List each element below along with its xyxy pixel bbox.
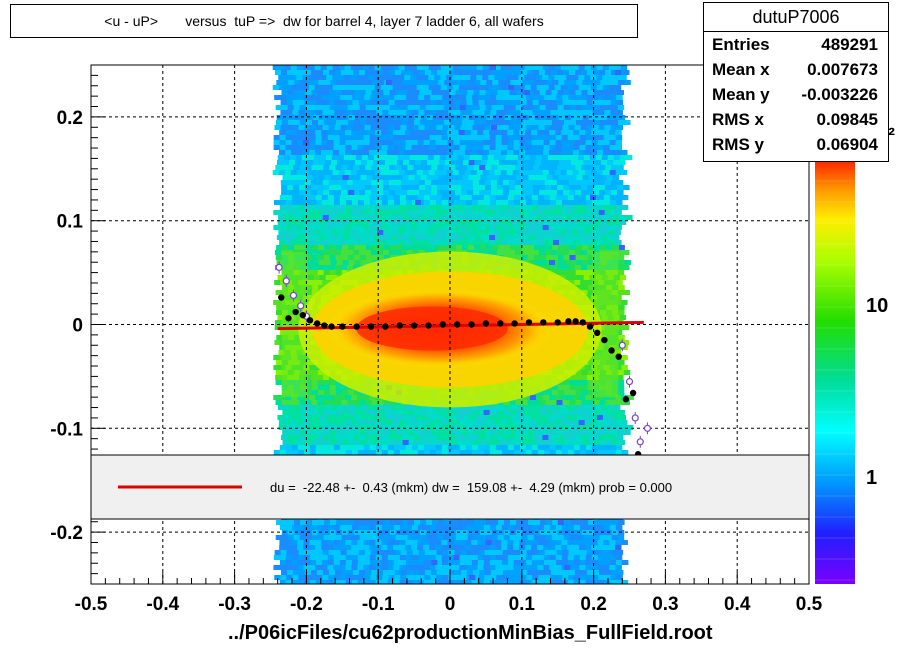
y-tick-label: -0.2 [50,523,83,544]
y-tick-label: 0.2 [57,108,83,129]
profile-point [525,319,533,326]
stats-row-rms-y: RMS y 0.06904 [704,132,888,157]
profile-point [321,322,328,329]
stats-value: 0.06904 [816,135,878,154]
profile-open-point [289,291,298,300]
profile-point [629,389,637,397]
x-tick-label: -0.3 [218,594,251,615]
profile-point [615,353,622,360]
fit-legend: du = -22.48 +- 0.43 (mkm) dw = 159.08 +-… [90,454,810,520]
profile-point [425,322,432,329]
profile-open-point [297,302,305,310]
profile-point [572,318,579,325]
profile-point [299,311,307,319]
stats-label: Entries [712,35,770,54]
fit-legend-text: du = -22.48 +- 0.43 (mkm) dw = 159.08 +-… [270,480,672,495]
colorbar-label: 10 [866,295,888,317]
profile-point [439,321,447,328]
stats-value: 0.09845 [816,110,878,129]
profile-point [554,319,561,326]
stats-value: 489291 [821,35,878,54]
profile-open-point [636,438,644,446]
stats-row-mean-y: Mean y -0.003226 [704,82,888,107]
profile-point [367,323,375,330]
profile-open-point [282,277,290,285]
profile-open-point [275,263,283,272]
y-tick-label: 0 [72,316,83,337]
colorbar [815,160,855,584]
x-tick-label: 0.5 [796,594,823,615]
stats-name: dutuP7006 [704,3,888,32]
x-axis-title: ../P06icFiles/cu62productionMinBias_Full… [228,622,713,644]
profile-point [608,347,615,354]
profile-point [453,321,461,328]
profile-point [586,323,594,330]
x-tick-label: 0.2 [580,594,606,615]
stats-value: 0.007673 [807,60,878,79]
profile-point [468,321,475,328]
axis-ticks [90,64,810,585]
stats-label: RMS x [712,110,764,129]
profile-point [339,323,346,330]
profile-point [353,323,360,330]
stats-label: Mean x [712,60,770,79]
stats-row-entries: Entries 489291 [704,32,888,57]
x-tick-label: -0.2 [290,594,323,615]
profile-point [382,323,389,330]
profile-open-point [643,424,652,432]
profile-point [328,323,335,330]
x-tick-label: 0.4 [724,594,751,615]
profile-open-point [625,377,634,386]
profile-point [540,319,547,326]
x-tick-label: -0.5 [75,594,108,615]
profile-point [285,315,292,322]
stats-box: dutuP7006 Entries 489291 Mean x 0.007673 M… [703,2,889,162]
colorbar-label: 1 [866,467,877,489]
profile-point [278,294,285,301]
x-tick-label: 0.1 [509,594,536,615]
profile-point [593,329,601,337]
profile-point [511,320,518,327]
profile-point [579,319,587,326]
profile-point [396,322,403,329]
profile-point [313,320,321,327]
stats-row-mean-x: Mean x 0.007673 [704,57,888,82]
stats-label: RMS y [712,135,764,154]
x-tick-label: 0 [445,594,456,615]
stats-label: Mean y [712,85,770,104]
x-tick-label: 0.3 [652,594,678,615]
profile-point [565,318,572,325]
profile-point [622,396,630,403]
stats-value: -0.003226 [801,85,878,104]
profile-point [601,336,608,344]
profile-point [497,320,504,327]
profile-point [306,317,314,324]
y-tick-label: -0.1 [50,419,83,440]
profile-point [482,320,490,327]
profile-open-point [631,414,639,422]
profile-point [410,322,418,329]
x-tick-label: -0.4 [146,594,179,615]
y-tick-label: 0.1 [57,212,84,233]
plot-title: <u - uP> versus tuP => dw for barrel 4, … [10,4,638,38]
stats-row-rms-x: RMS x 0.09845 [704,107,888,132]
x-tick-label: -0.1 [362,594,395,615]
profile-point [292,308,299,316]
profile-open-point [618,341,626,349]
